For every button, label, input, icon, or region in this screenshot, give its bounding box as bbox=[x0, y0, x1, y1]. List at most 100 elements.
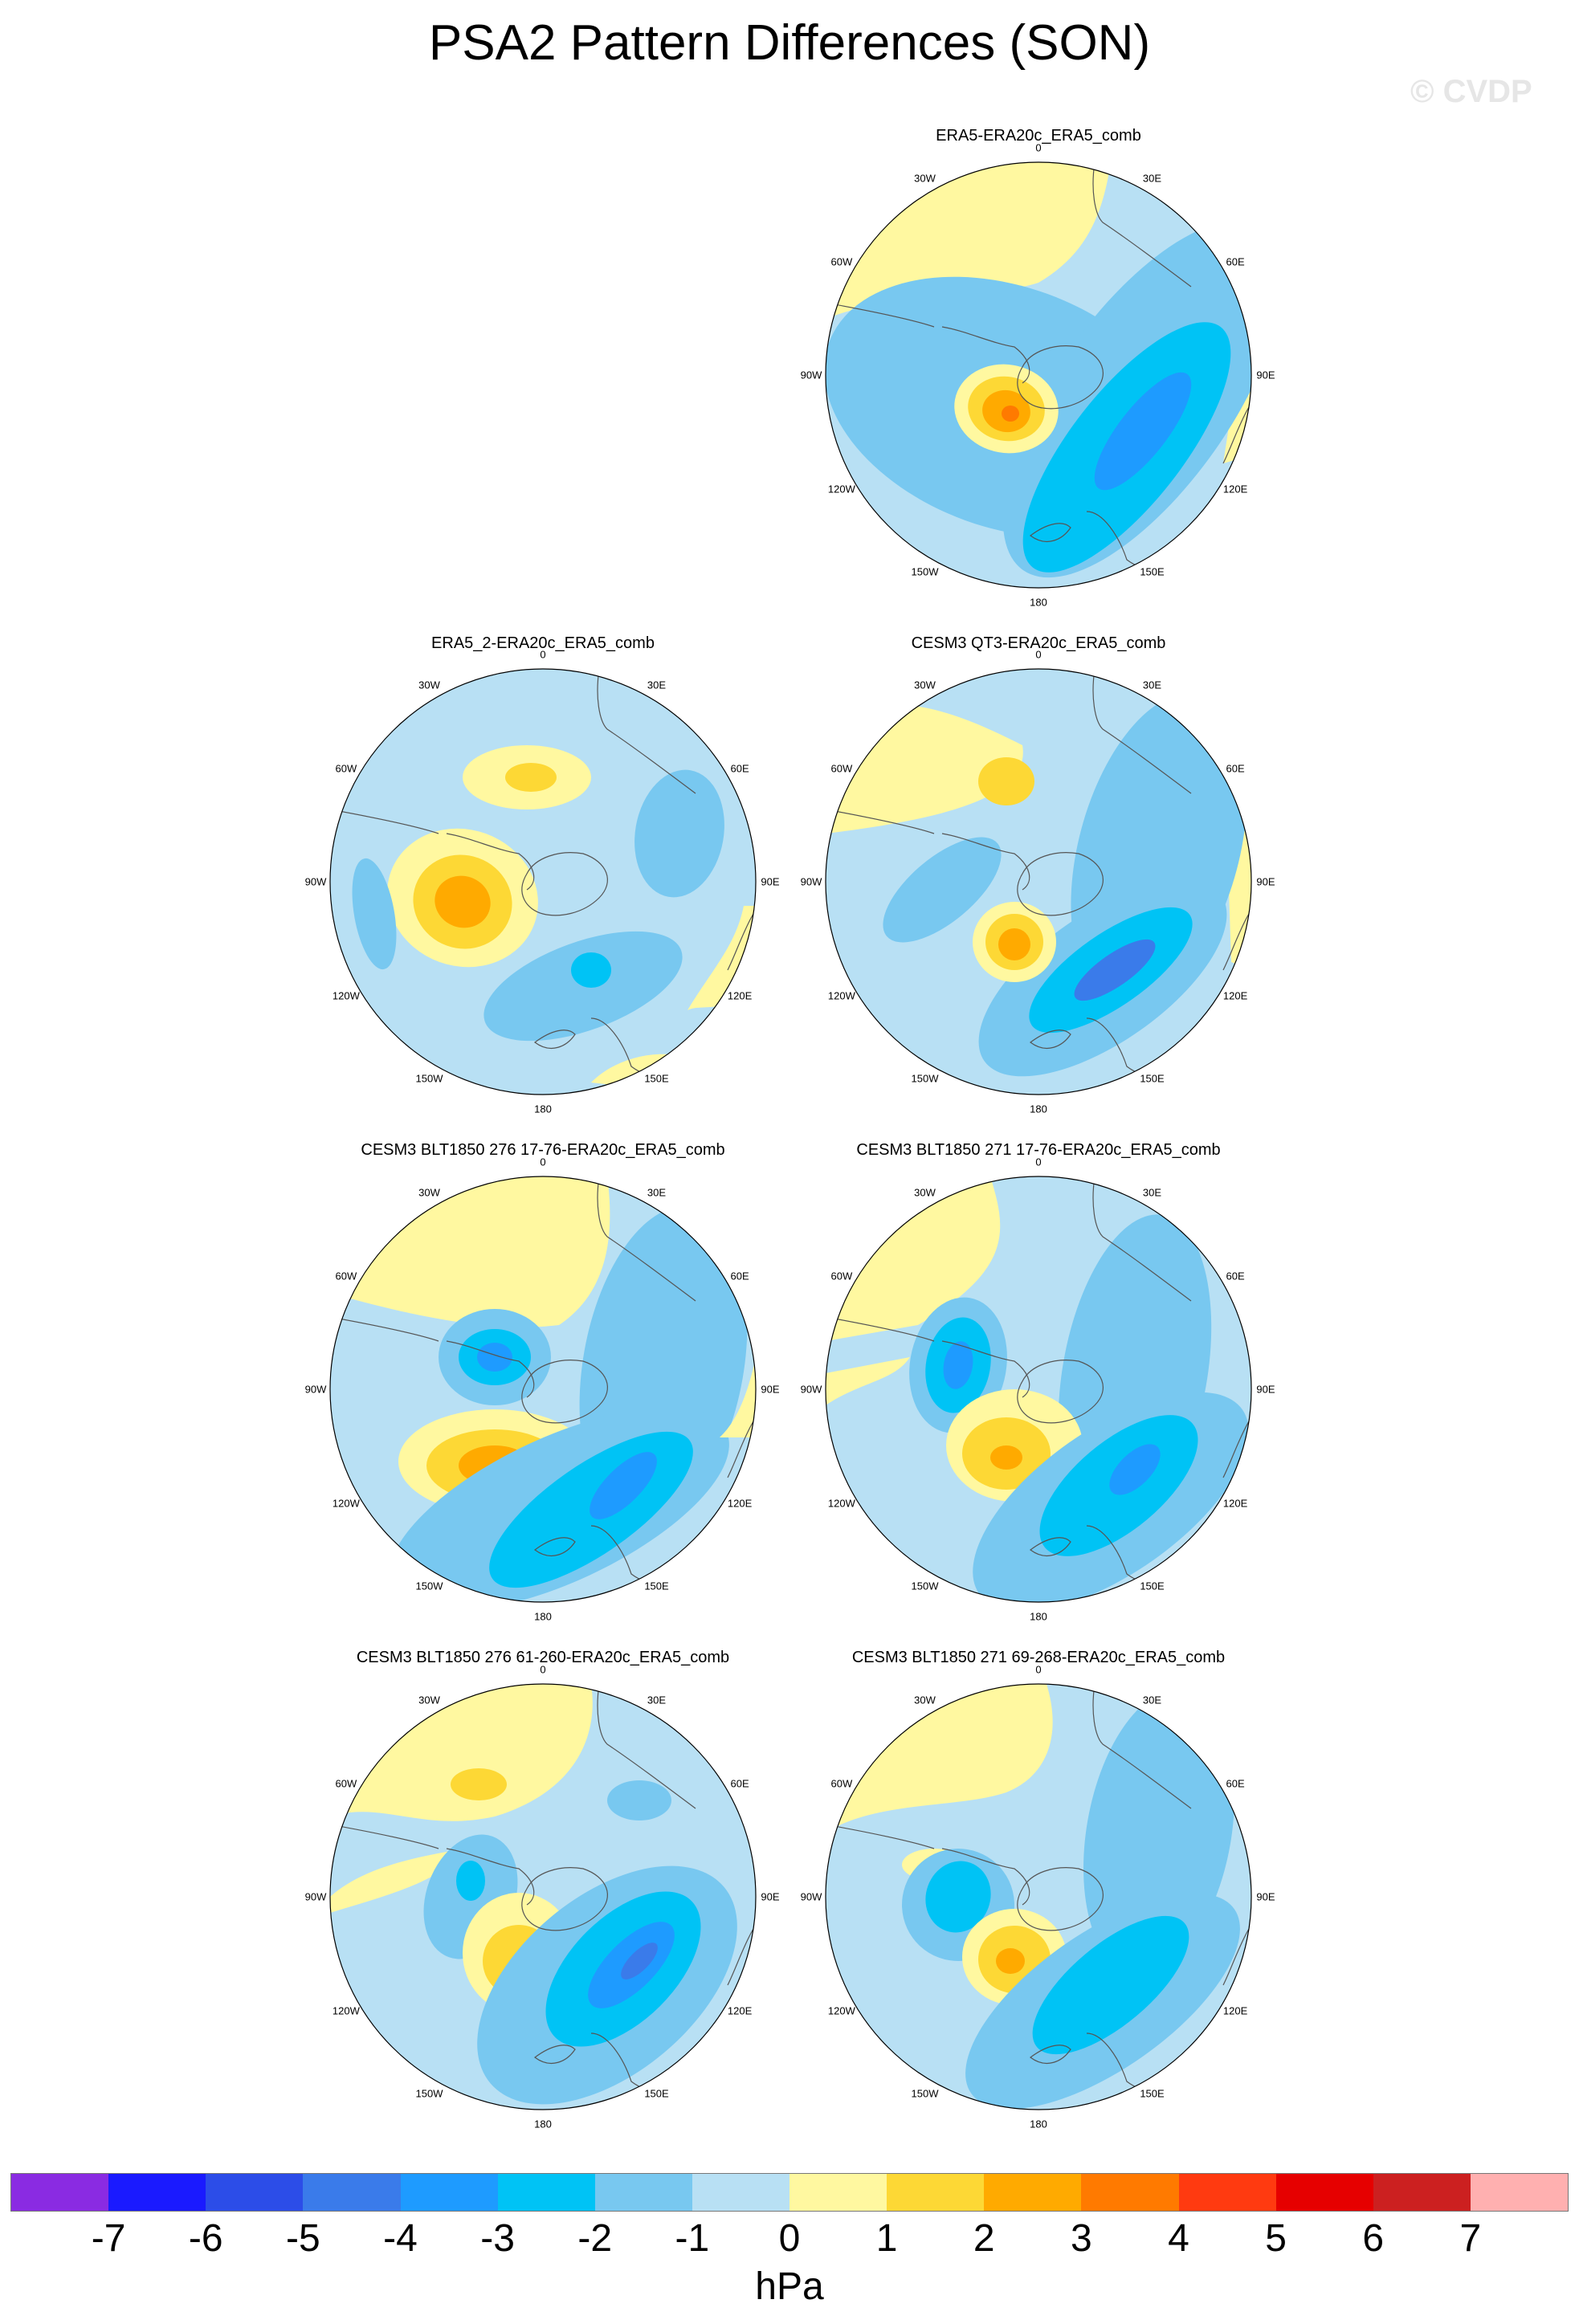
longitude-label: 90W bbox=[800, 1890, 822, 1903]
colorbar-swatch bbox=[594, 2174, 692, 2211]
panel-title: CESM3 BLT1850 271 17-76-ERA20c_ERA5_comb bbox=[856, 1141, 1221, 1159]
longitude-label: 30E bbox=[1142, 172, 1162, 185]
longitude-label: 60W bbox=[335, 1270, 357, 1282]
colorbar-tick-label: -6 bbox=[188, 2217, 223, 2260]
longitude-label: 30E bbox=[647, 1694, 667, 1706]
colorbar-swatch bbox=[1470, 2174, 1568, 2211]
longitude-label: 120W bbox=[827, 989, 855, 1001]
longitude-label: 0 bbox=[1035, 1156, 1042, 1168]
longitude-label: 120E bbox=[1222, 483, 1248, 495]
longitude-label: 60E bbox=[1226, 1270, 1245, 1282]
longitude-label: 60E bbox=[1226, 1777, 1245, 1789]
colorbar-swatch bbox=[887, 2174, 985, 2211]
longitude-label: 30W bbox=[914, 679, 936, 691]
longitude-label: 60W bbox=[830, 762, 853, 774]
colorbar-swatch bbox=[206, 2174, 304, 2211]
colorbar-tick-label: -7 bbox=[91, 2217, 126, 2260]
longitude-label: 120E bbox=[1222, 989, 1248, 1001]
polar-map bbox=[329, 1683, 757, 2110]
longitude-label: 120W bbox=[332, 2004, 360, 2016]
longitude-label: 60W bbox=[830, 1270, 853, 1282]
longitude-label: 30W bbox=[914, 172, 936, 185]
panel-title: CESM3 BLT1850 271 69-268-ERA20c_ERA5_com… bbox=[851, 1649, 1226, 1666]
longitude-label: 120W bbox=[332, 989, 360, 1001]
longitude-label: 0 bbox=[540, 1156, 546, 1168]
longitude-label: 60E bbox=[730, 1270, 749, 1282]
longitude-label: 150E bbox=[644, 2087, 669, 2100]
colorbar bbox=[10, 2173, 1569, 2212]
longitude-label: 60E bbox=[1226, 762, 1245, 774]
panel-title: ERA5_2-ERA20c_ERA5_comb bbox=[431, 634, 655, 652]
longitude-label: 30W bbox=[418, 679, 440, 691]
colorbar-tick-label: 3 bbox=[1071, 2217, 1092, 2260]
longitude-label: 90E bbox=[1256, 1890, 1275, 1903]
panel-title: CESM3 BLT1850 276 17-76-ERA20c_ERA5_comb bbox=[361, 1141, 725, 1159]
longitude-label: 90W bbox=[304, 1383, 327, 1396]
colorbar-tick-label: -5 bbox=[286, 2217, 320, 2260]
colorbar-swatch bbox=[1178, 2174, 1276, 2211]
longitude-label: 180 bbox=[1030, 596, 1047, 609]
longitude-label: 120E bbox=[1222, 2004, 1248, 2016]
longitude-label: 0 bbox=[1035, 648, 1042, 661]
longitude-label: 90E bbox=[761, 875, 780, 888]
longitude-label: 180 bbox=[534, 2118, 552, 2130]
colorbar-tick-label: 1 bbox=[875, 2217, 898, 2260]
longitude-label: 0 bbox=[1035, 141, 1042, 154]
longitude-label: 120E bbox=[727, 1497, 753, 1509]
longitude-label: 150W bbox=[415, 2087, 443, 2100]
longitude-label: 120W bbox=[827, 2004, 855, 2016]
longitude-label: 30E bbox=[1142, 1694, 1162, 1706]
longitude-label: 0 bbox=[1035, 1663, 1042, 1676]
longitude-label: 90W bbox=[800, 875, 822, 888]
colorbar-units: hPa bbox=[755, 2265, 824, 2308]
longitude-label: 30W bbox=[914, 1694, 936, 1706]
longitude-label: 150W bbox=[911, 1072, 939, 1085]
colorbar-swatch bbox=[790, 2174, 887, 2211]
colorbar-tick-label: 5 bbox=[1265, 2217, 1287, 2260]
longitude-label: 90E bbox=[761, 1383, 780, 1396]
panel-title: ERA5-ERA20c_ERA5_comb bbox=[936, 127, 1141, 145]
longitude-label: 120W bbox=[827, 483, 855, 495]
colorbar-tick-label: -1 bbox=[675, 2217, 710, 2260]
longitude-label: 180 bbox=[1030, 1610, 1047, 1623]
longitude-label: 150W bbox=[415, 1072, 443, 1085]
colorbar-swatch bbox=[108, 2174, 206, 2211]
colorbar-swatch bbox=[1373, 2174, 1471, 2211]
longitude-label: 0 bbox=[540, 648, 546, 661]
cvdp-watermark: © CVDP bbox=[1410, 74, 1532, 109]
longitude-label: 150W bbox=[415, 1580, 443, 1592]
colorbar-tick-label: 2 bbox=[973, 2217, 995, 2260]
longitude-label: 180 bbox=[534, 1610, 552, 1623]
longitude-label: 30E bbox=[647, 1186, 667, 1199]
longitude-label: 120E bbox=[727, 2004, 753, 2016]
longitude-label: 60E bbox=[730, 762, 749, 774]
longitude-label: 90W bbox=[304, 875, 327, 888]
longitude-label: 30W bbox=[418, 1186, 440, 1199]
longitude-label: 150W bbox=[911, 1580, 939, 1592]
longitude-label: 90E bbox=[761, 1890, 780, 1903]
polar-map bbox=[825, 161, 1252, 589]
longitude-label: 60E bbox=[730, 1777, 749, 1789]
longitude-label: 30E bbox=[1142, 679, 1162, 691]
longitude-label: 150W bbox=[911, 2087, 939, 2100]
longitude-label: 60E bbox=[1226, 255, 1245, 267]
colorbar-swatch bbox=[1081, 2174, 1179, 2211]
longitude-label: 150E bbox=[644, 1580, 669, 1592]
longitude-label: 30E bbox=[1142, 1186, 1162, 1199]
longitude-label: 120E bbox=[727, 989, 753, 1001]
polar-map bbox=[825, 668, 1252, 1095]
longitude-label: 180 bbox=[1030, 2118, 1047, 2130]
colorbar-tick-label: 6 bbox=[1362, 2217, 1385, 2260]
longitude-label: 150E bbox=[1140, 565, 1165, 578]
longitude-label: 150E bbox=[1140, 1072, 1165, 1085]
longitude-label: 0 bbox=[540, 1663, 546, 1676]
longitude-label: 90E bbox=[1256, 1383, 1275, 1396]
longitude-label: 60W bbox=[830, 1777, 853, 1789]
colorbar-swatch bbox=[11, 2174, 109, 2211]
colorbar-swatch bbox=[400, 2174, 498, 2211]
longitude-label: 90W bbox=[304, 1890, 327, 1903]
longitude-label: 30W bbox=[418, 1694, 440, 1706]
colorbar-swatch bbox=[303, 2174, 401, 2211]
longitude-label: 150E bbox=[644, 1072, 669, 1085]
longitude-label: 60W bbox=[335, 762, 357, 774]
